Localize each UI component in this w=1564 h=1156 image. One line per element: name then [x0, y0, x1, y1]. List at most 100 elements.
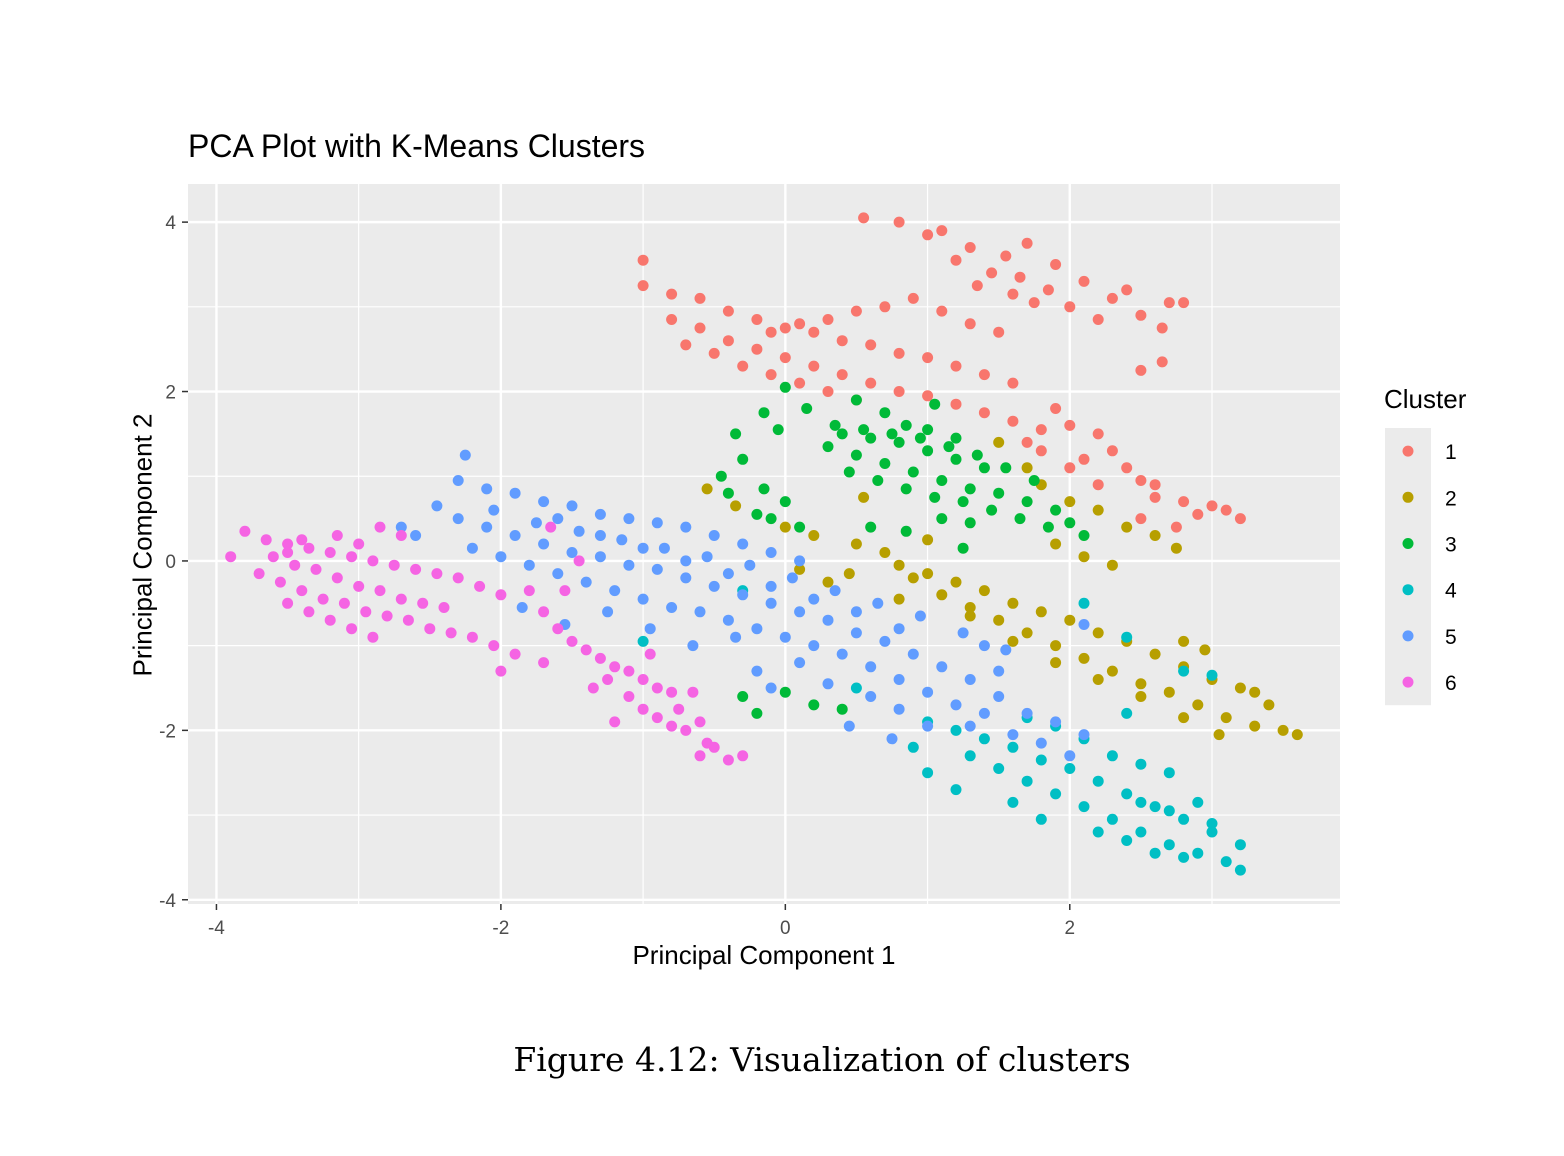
data-point: [822, 678, 834, 690]
data-point: [523, 585, 535, 597]
data-point: [737, 360, 749, 372]
data-point: [566, 547, 578, 558]
data-point: [673, 703, 685, 715]
data-point: [303, 606, 315, 618]
data-point: [730, 500, 742, 512]
data-point: [1135, 513, 1147, 525]
data-point: [1135, 364, 1147, 376]
y-tick-label: 0: [165, 552, 176, 573]
data-point: [964, 242, 976, 253]
data-point: [751, 665, 763, 677]
data-point: [779, 381, 791, 393]
data-point: [850, 305, 862, 317]
data-point: [907, 741, 919, 753]
data-point: [260, 534, 272, 546]
data-point: [1078, 729, 1090, 741]
data-point: [978, 369, 990, 381]
data-point: [374, 521, 386, 533]
data-point: [715, 470, 727, 482]
data-point: [1106, 750, 1118, 762]
data-point: [779, 496, 791, 508]
data-point: [559, 585, 571, 597]
data-point: [253, 568, 265, 580]
data-point: [1234, 839, 1246, 851]
data-point: [609, 585, 621, 597]
data-point: [666, 602, 678, 613]
data-point: [865, 339, 877, 351]
data-point: [879, 547, 891, 558]
data-point: [1121, 284, 1133, 296]
data-point: [943, 441, 955, 453]
data-point: [680, 521, 692, 533]
data-point: [1135, 309, 1147, 321]
data-point: [701, 551, 713, 563]
data-point: [794, 318, 806, 330]
data-point: [623, 513, 635, 525]
data-point: [758, 407, 770, 419]
data-point: [680, 724, 692, 736]
data-point: [1178, 851, 1190, 863]
data-point: [922, 424, 934, 436]
data-point: [964, 674, 976, 685]
data-point: [1021, 707, 1033, 719]
data-point: [523, 559, 535, 571]
data-point: [1192, 847, 1204, 859]
data-point: [1050, 259, 1062, 270]
data-point: [438, 602, 450, 613]
y-axis-label: Principal Component 2: [127, 413, 158, 677]
data-point: [1178, 635, 1190, 647]
data-point: [1249, 720, 1261, 732]
data-point: [737, 691, 749, 702]
data-point: [836, 703, 848, 715]
data-point: [573, 525, 585, 537]
data-point: [346, 551, 358, 563]
data-point: [374, 585, 386, 597]
data-point: [566, 635, 578, 647]
data-point: [509, 648, 521, 660]
data-point: [360, 606, 372, 618]
data-point: [602, 674, 614, 685]
y-tick-label: 4: [165, 213, 176, 234]
data-point: [1135, 826, 1147, 838]
data-point: [644, 648, 656, 660]
data-point: [964, 517, 976, 529]
data-point: [1121, 462, 1133, 474]
data-point: [666, 314, 678, 325]
data-point: [694, 716, 706, 728]
data-point: [616, 534, 628, 546]
data-point: [1078, 801, 1090, 813]
data-point: [1149, 479, 1161, 491]
data-point: [936, 225, 948, 237]
data-point: [922, 229, 934, 241]
data-point: [417, 597, 429, 609]
data-point: [1064, 614, 1076, 626]
data-point: [879, 458, 891, 469]
data-point: [865, 432, 877, 444]
data-point: [722, 487, 734, 499]
data-point: [808, 360, 820, 372]
data-point: [722, 305, 734, 317]
data-point: [794, 521, 806, 533]
data-point: [1021, 462, 1033, 474]
data-point: [1028, 475, 1040, 486]
x-tick-label: 0: [780, 918, 791, 939]
data-point: [993, 436, 1005, 448]
data-point: [993, 487, 1005, 499]
data-point: [1149, 648, 1161, 660]
data-point: [1092, 428, 1104, 440]
data-point: [452, 513, 464, 525]
data-point: [466, 631, 478, 643]
data-point: [957, 496, 969, 508]
data-point: [822, 614, 834, 626]
data-point: [730, 631, 742, 643]
data-point: [1064, 763, 1076, 774]
data-point: [495, 589, 507, 601]
legend-label: 2: [1445, 487, 1457, 510]
x-tick-label: -4: [208, 918, 225, 939]
data-point: [666, 720, 678, 732]
data-point: [1249, 686, 1261, 698]
data-point: [978, 707, 990, 719]
data-point: [623, 559, 635, 571]
data-point: [978, 462, 990, 474]
series-cluster-2: [701, 436, 1303, 741]
